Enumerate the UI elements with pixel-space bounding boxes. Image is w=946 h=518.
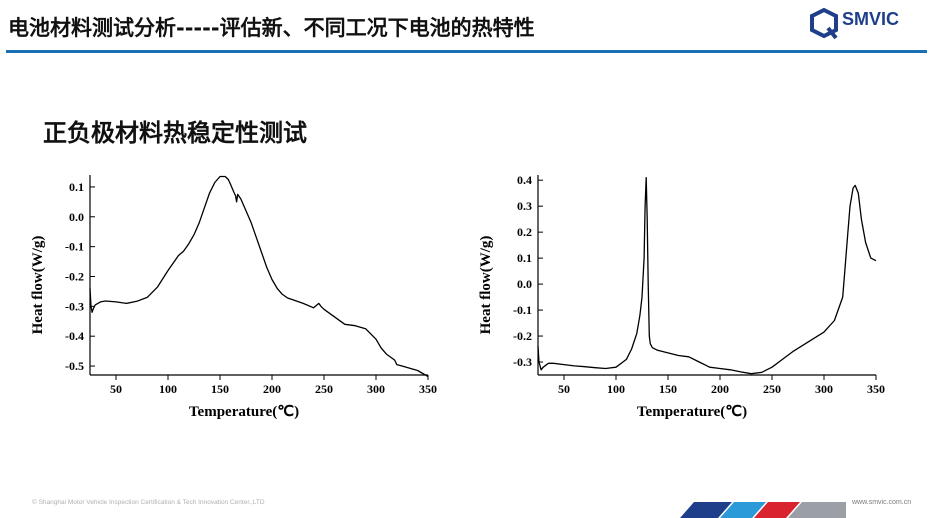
y-tick-label: -0.5: [65, 359, 84, 373]
footer-stripes: [680, 502, 846, 518]
heat-flow-line: [537, 176, 877, 375]
y-tick-label: -0.1: [513, 303, 532, 317]
logo-text: SMVIC: [842, 9, 900, 29]
section-subtitle: 正负极材料热稳定性测试: [43, 119, 307, 147]
y-tick-label: 0.1: [517, 251, 532, 265]
x-tick-label: 100: [607, 382, 625, 396]
y-tick-label: -0.4: [65, 329, 84, 343]
x-tick-label: 300: [367, 382, 385, 396]
x-axis-label: Temperature(℃): [637, 404, 747, 420]
dsc-chart-negative: 0.4 0.3 0.2 0.1 0.0 -0.1 -0.2 -0.3 50 100 150 200 25…: [478, 173, 885, 420]
x-tick-label: 150: [211, 382, 229, 396]
smvic-logo: [810, 7, 838, 40]
y-axis-label: Heat flow(W/g): [30, 236, 46, 335]
dsc-chart-positive: 0.1 0.0 -0.1 -0.2 -0.3 -0.4 -0.5 50 100 150 200 250…: [30, 175, 437, 420]
y-tick-label: -0.1: [65, 240, 84, 254]
x-tick-label: 300: [815, 382, 833, 396]
x-tick-label: 250: [763, 382, 781, 396]
y-tick-label: 0.1: [69, 180, 84, 194]
y-tick-label: -0.2: [513, 329, 532, 343]
x-tick-label: 200: [711, 382, 729, 396]
x-tick-label: 200: [263, 382, 281, 396]
y-tick-label: 0.2: [517, 225, 532, 239]
stripe-red: [754, 502, 800, 518]
x-tick-label: 100: [159, 382, 177, 396]
y-tick-label: -0.2: [65, 269, 84, 283]
y-tick-label: -0.3: [513, 355, 532, 369]
x-tick-label: 50: [110, 382, 122, 396]
y-tick-label: 0.0: [69, 210, 84, 224]
heat-flow-line: [89, 175, 429, 378]
y-tick-label: -0.3: [65, 299, 84, 313]
y-tick-label: 0.0: [517, 277, 532, 291]
y-axis-label: Heat flow(W/g): [478, 236, 494, 335]
title-divider: [6, 50, 927, 53]
website-text: www.smvic.com.cn: [852, 499, 912, 506]
x-tick-label: 250: [315, 382, 333, 396]
x-axis-label: Temperature(℃): [189, 404, 299, 420]
stripe-gray: [788, 502, 846, 518]
x-tick-label: 50: [558, 382, 570, 396]
x-tick-label: 150: [659, 382, 677, 396]
y-tick-label: 0.3: [517, 199, 532, 213]
copyright-text: © Shanghai Motor Vehicle Inspection Cert…: [32, 499, 265, 506]
slide-title: 电池材料测试分析-----评估新、不同工况下电池的热特性: [8, 16, 535, 40]
x-tick-label: 350: [867, 382, 885, 396]
y-tick-label: 0.4: [517, 173, 532, 187]
stripe-cyan: [720, 502, 766, 518]
stripe-blue: [680, 502, 732, 518]
logo-icon: [810, 7, 838, 40]
x-tick-label: 350: [419, 382, 437, 396]
